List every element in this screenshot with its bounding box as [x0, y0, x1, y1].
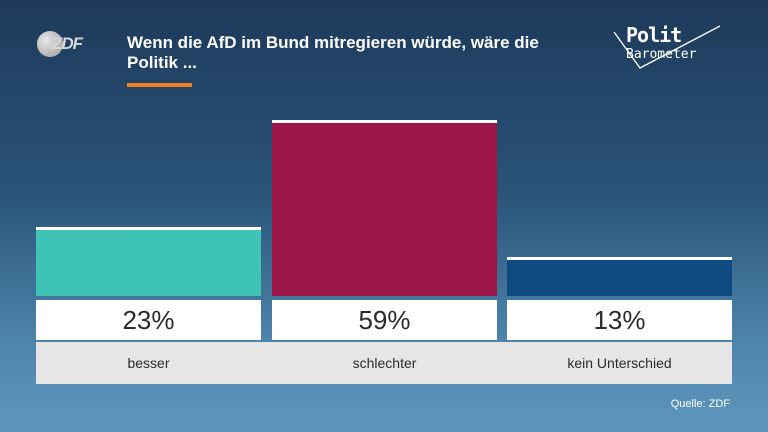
category-label-2: schlechter	[352, 355, 417, 371]
bar-1	[36, 227, 261, 296]
value-label-1: 23%	[36, 300, 261, 340]
politbarometer-logo: Polit Barometer	[612, 22, 722, 72]
category-strip	[36, 342, 732, 384]
source-note: Quelle: ZDF	[670, 398, 730, 410]
bar-chart: 23% besser 59% schlechter 13% kein Unterschie…	[36, 100, 732, 384]
category-label-1: besser	[127, 355, 170, 371]
bar-3	[507, 257, 732, 296]
title-accent-bar	[127, 83, 192, 87]
zdf-logo-circle-icon	[37, 31, 63, 57]
value-label-2: 59%	[272, 300, 497, 340]
page-title: Wenn die AfD im Bund mitregieren würde, …	[127, 33, 539, 72]
brand-line1: Polit	[626, 23, 682, 47]
category-label-3: kein Unterschied	[567, 355, 672, 371]
value-label-3: 13%	[507, 300, 732, 340]
bar-2	[272, 120, 497, 296]
zdf-logo: ZDF	[37, 30, 89, 58]
zdf-logo-text: ZDF	[52, 34, 83, 53]
brand-line2: Barometer	[626, 47, 697, 62]
checkmark-icon	[613, 25, 721, 69]
